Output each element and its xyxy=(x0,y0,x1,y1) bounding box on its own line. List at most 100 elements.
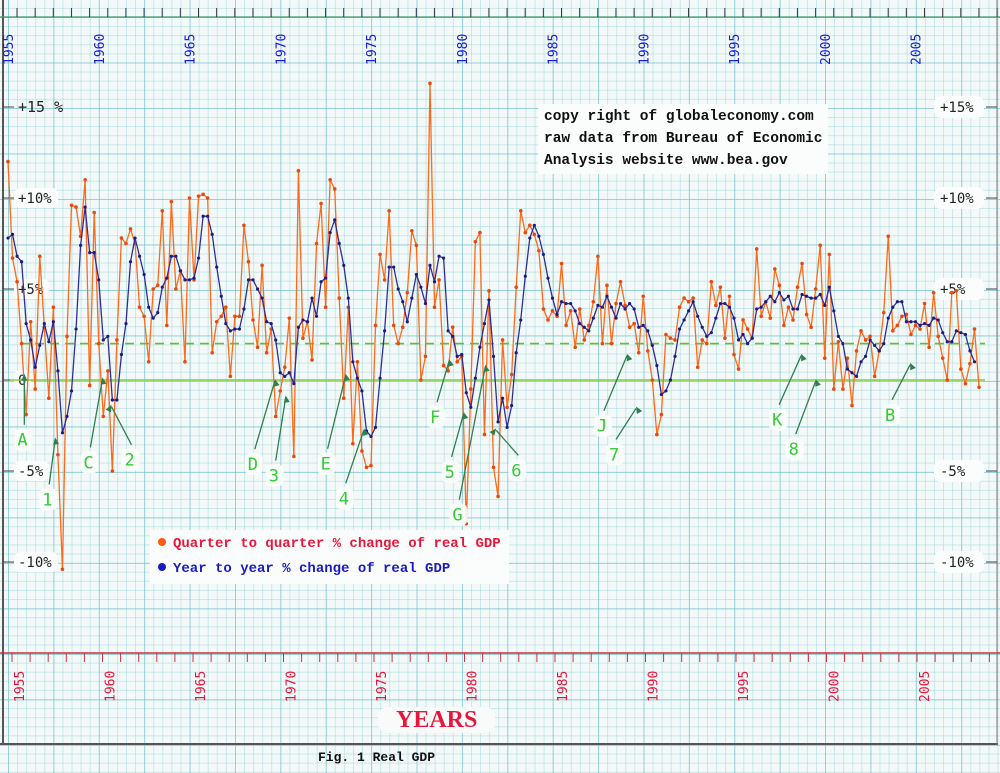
quarterly-data-point xyxy=(564,323,568,328)
quarterly-data-point xyxy=(51,305,56,310)
yearly-data-point xyxy=(618,301,623,306)
right-y-label-bg xyxy=(934,96,984,118)
quarterly-data-point xyxy=(387,208,391,213)
yearly-data-point xyxy=(877,349,881,353)
yearly-data-point xyxy=(92,251,96,255)
quarterly-data-point xyxy=(282,365,287,370)
yearly-data-point xyxy=(691,300,695,304)
yearly-data-point xyxy=(909,320,913,324)
annotation-label: G xyxy=(452,506,462,526)
yearly-data-point xyxy=(750,336,754,340)
quarterly-data-point xyxy=(260,263,264,268)
annotation-label-bg xyxy=(427,406,446,429)
yearly-data-point xyxy=(514,351,518,355)
bottom-year-label: 1970 xyxy=(285,671,300,702)
annotation-label-bg xyxy=(244,453,263,476)
quarterly-data-point xyxy=(423,354,428,359)
annotation-label: 8 xyxy=(789,440,799,460)
yearly-data-point xyxy=(351,360,355,364)
quarterly-data-point xyxy=(246,259,251,264)
quarterly-data-point xyxy=(160,208,165,213)
yearly-data-point xyxy=(201,214,205,218)
bottom-year-label: 1985 xyxy=(556,671,571,702)
yearly-data-point xyxy=(891,305,895,309)
quarterly-data-point xyxy=(205,196,210,200)
bottom-year-label: 1955 xyxy=(13,671,28,702)
yearly-data-point xyxy=(410,296,414,300)
quarterly-data-point xyxy=(827,252,832,257)
annotation-label-bg xyxy=(508,459,527,482)
yearly-data-point xyxy=(800,292,804,297)
yearly-data-point xyxy=(555,312,559,317)
yearly-data-point xyxy=(88,251,92,255)
quarterly-data-point xyxy=(881,310,886,315)
quarterly-data-point xyxy=(977,385,981,390)
yearly-data-point xyxy=(591,316,595,320)
annotation-label-bg xyxy=(769,408,788,431)
quarterly-data-point xyxy=(650,378,655,382)
quarterly-data-point xyxy=(155,283,160,288)
yearly-data-point xyxy=(605,294,609,298)
yearly-data-point xyxy=(60,431,65,435)
yearly-data-point xyxy=(310,296,314,300)
yearly-data-point xyxy=(251,278,255,282)
arrowhead-icon xyxy=(635,406,643,415)
yearly-data-point xyxy=(668,378,673,382)
annotation-label: B xyxy=(885,406,895,426)
yearly-data-point xyxy=(764,300,768,304)
right-y-label-bg xyxy=(934,460,984,482)
top-year-label: 2000 xyxy=(819,34,834,65)
yearly-series-line xyxy=(7,206,976,438)
annotation-label: J xyxy=(597,417,607,437)
quarterly-data-point xyxy=(505,405,509,410)
annotation-label-bg xyxy=(335,487,354,510)
yearly-data-point xyxy=(841,342,845,346)
quarterly-data-point xyxy=(972,327,977,331)
yearly-data-point xyxy=(65,414,69,418)
yearly-data-point xyxy=(224,321,228,326)
yearly-data-point xyxy=(142,272,146,277)
arrowhead-icon xyxy=(483,364,490,373)
quarterly-data-point xyxy=(360,449,364,453)
quarterly-data-point xyxy=(87,383,92,388)
quarterly-data-point xyxy=(791,318,795,322)
quarterly-data-point xyxy=(487,289,491,293)
yearly-data-point xyxy=(74,327,78,331)
yearly-data-point xyxy=(69,389,74,393)
yearly-data-point xyxy=(333,218,337,222)
annotation-arrow xyxy=(615,408,637,440)
quarterly-data-point xyxy=(754,247,759,251)
quarterly-data-point xyxy=(196,194,201,198)
right-y-label: -10% xyxy=(940,555,974,571)
quarterly-data-point xyxy=(296,168,301,173)
quarterly-data-point xyxy=(210,350,214,355)
yearly-data-point xyxy=(115,398,119,402)
annotation-label-bg xyxy=(14,428,33,451)
yearly-data-point xyxy=(265,320,269,324)
arrowhead-icon xyxy=(462,411,469,420)
annotation-arrow xyxy=(795,380,817,435)
quarterly-data-point xyxy=(128,227,133,231)
quarterly-data-point xyxy=(224,305,228,310)
quarterly-data-point xyxy=(292,454,296,459)
yearly-data-point xyxy=(6,236,10,240)
quarterly-data-point xyxy=(963,381,968,386)
quarterly-data-point xyxy=(645,349,650,353)
quarterly-data-point xyxy=(509,372,514,377)
quarterly-data-point xyxy=(655,432,659,437)
yearly-data-point xyxy=(169,254,173,258)
yearly-data-point xyxy=(932,316,936,320)
quarterly-data-point xyxy=(832,387,836,391)
yearly-data-point xyxy=(755,307,759,311)
yearly-data-point xyxy=(945,340,949,344)
legend-item-quarterly: Quarter to quarter % change of real GDP xyxy=(158,532,501,557)
top-year-label: 1970 xyxy=(274,34,289,65)
annotation-arrow xyxy=(110,406,133,445)
blue-dot-icon xyxy=(158,563,166,571)
quarterly-data-point xyxy=(714,303,718,308)
quarterly-data-point xyxy=(373,323,378,328)
yearly-data-point xyxy=(963,332,968,337)
yearly-data-point xyxy=(972,360,977,364)
quarterly-data-point xyxy=(854,349,859,353)
quarterly-data-point xyxy=(822,356,827,360)
